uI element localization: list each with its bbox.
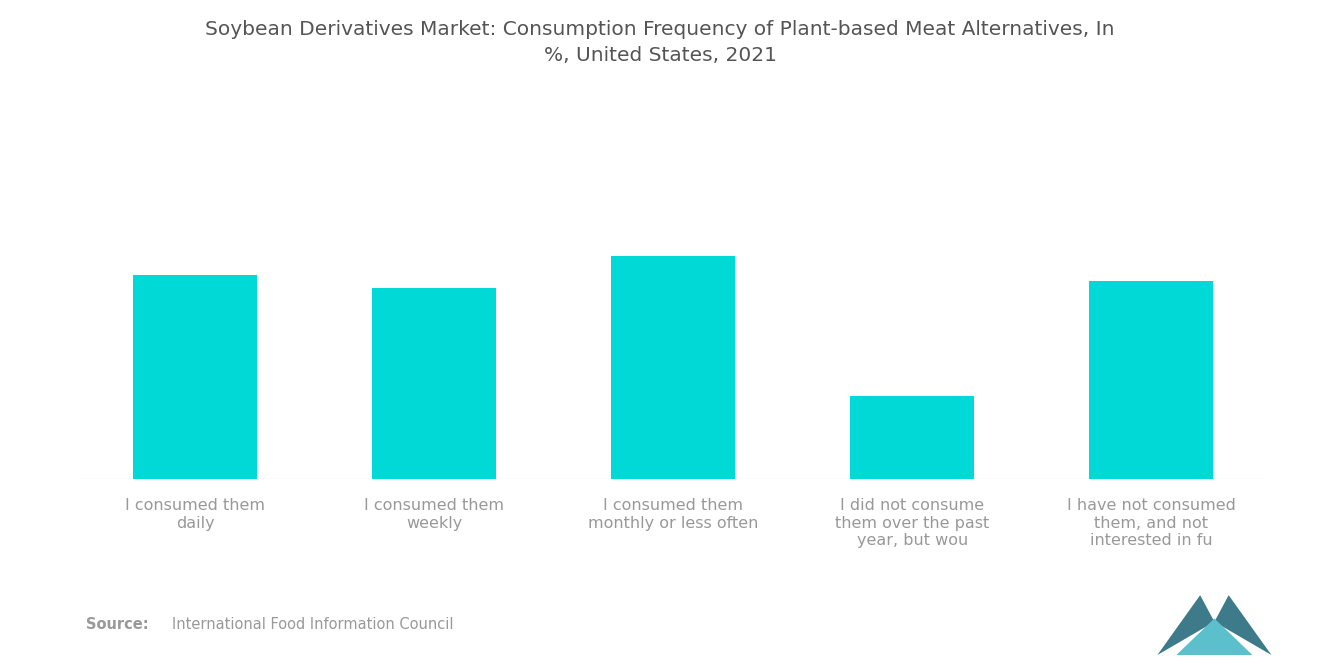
Bar: [850, 396, 974, 479]
Text: Soybean Derivatives Market: Consumption Frequency of Plant-based Meat Alternativ: Soybean Derivatives Market: Consumption …: [205, 20, 1115, 65]
Bar: [372, 287, 496, 479]
Polygon shape: [1176, 618, 1253, 655]
Text: International Food Information Council: International Food Information Council: [172, 616, 453, 632]
Polygon shape: [1158, 595, 1214, 655]
Bar: [611, 256, 735, 479]
Bar: [1089, 281, 1213, 479]
Bar: [133, 275, 257, 479]
Polygon shape: [1214, 595, 1271, 655]
Text: Source:: Source:: [86, 616, 148, 632]
